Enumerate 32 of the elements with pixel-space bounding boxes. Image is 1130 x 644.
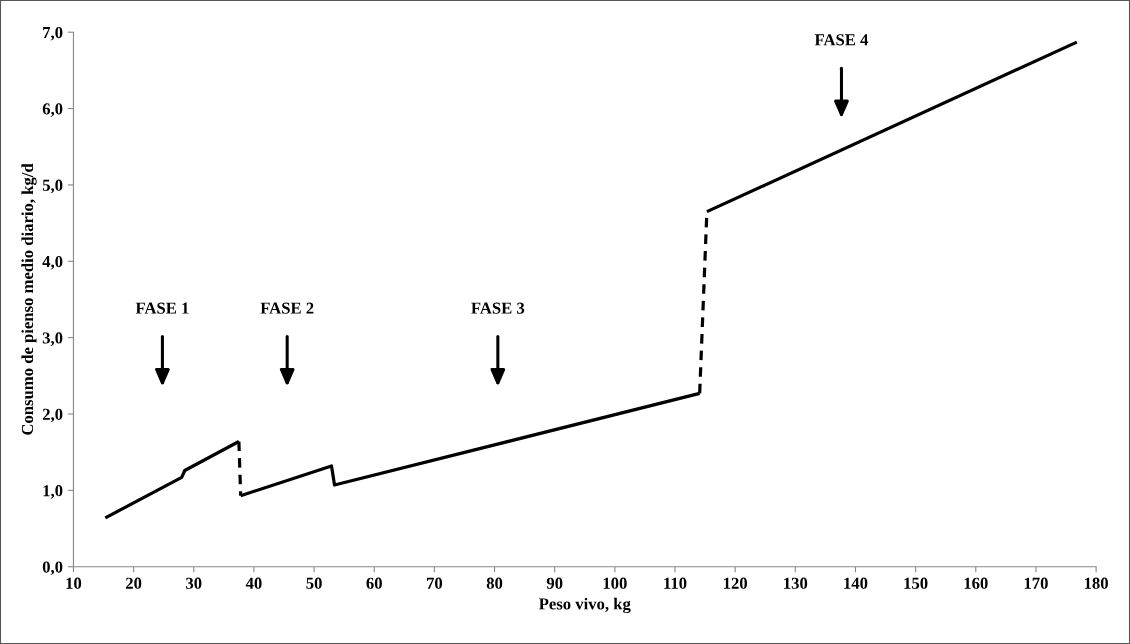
x-tick-label: 150: [904, 577, 928, 589]
x-tick-label: 90: [546, 577, 563, 589]
x-tick-label: 160: [964, 577, 988, 589]
x-tick-label: 60: [366, 577, 382, 589]
y-tick-label: 0,0: [42, 561, 63, 576]
x-tick-label: 110: [664, 577, 687, 589]
x-tick-label: 10: [66, 577, 82, 589]
annotation: FASE 4: [814, 34, 869, 46]
x-tick-label: 180: [1084, 577, 1108, 589]
y-tick-label: 1,0: [43, 485, 63, 499]
x-tick-label: 80: [486, 577, 503, 589]
annotation: FASE 2: [260, 302, 314, 314]
x-tick-label: 40: [245, 577, 262, 589]
x-tick-label: 30: [186, 577, 202, 589]
x-tick-label: 100: [603, 577, 627, 589]
y-axis-title: Consumo de pienso medio diario, kg/d: [21, 163, 37, 435]
annotation: FASE 1: [135, 302, 189, 314]
x-tick-label: 70: [427, 577, 443, 589]
x-tick-label: 120: [724, 577, 748, 589]
y-tick-label: 2,0: [42, 408, 63, 423]
y-tick-label: 7,0: [43, 26, 63, 41]
y-tick-label: 4,0: [42, 255, 63, 270]
x-tick-label: 50: [306, 577, 322, 589]
y-tick-label: 6,0: [42, 103, 63, 117]
x-tick-label: 140: [844, 577, 868, 589]
y-tick-label: 5,0: [42, 179, 63, 194]
x-tick-label: 20: [125, 577, 142, 589]
x-tick-label: 130: [784, 577, 808, 589]
annotation: FASE 3: [471, 302, 525, 314]
x-axis-title: Peso vivo, kg: [538, 597, 631, 614]
y-tick-label: 3,0: [42, 332, 63, 346]
x-tick-label: 170: [1024, 577, 1048, 589]
